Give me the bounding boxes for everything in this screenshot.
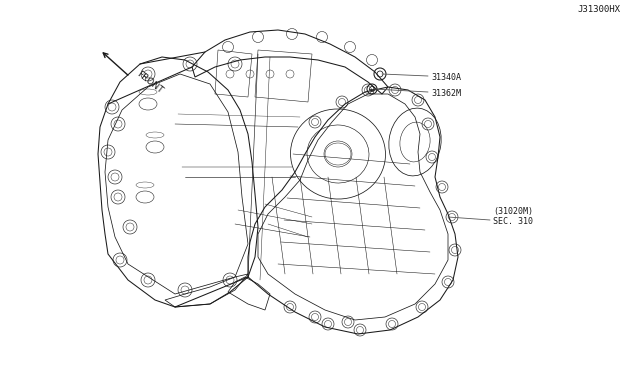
Text: J31300HX: J31300HX [577,5,620,14]
Text: 31340A: 31340A [431,73,461,81]
Text: FRONT: FRONT [135,69,164,95]
Text: (31020M): (31020M) [493,206,533,215]
Text: SEC. 310: SEC. 310 [493,217,533,225]
Text: 31362M: 31362M [431,89,461,97]
